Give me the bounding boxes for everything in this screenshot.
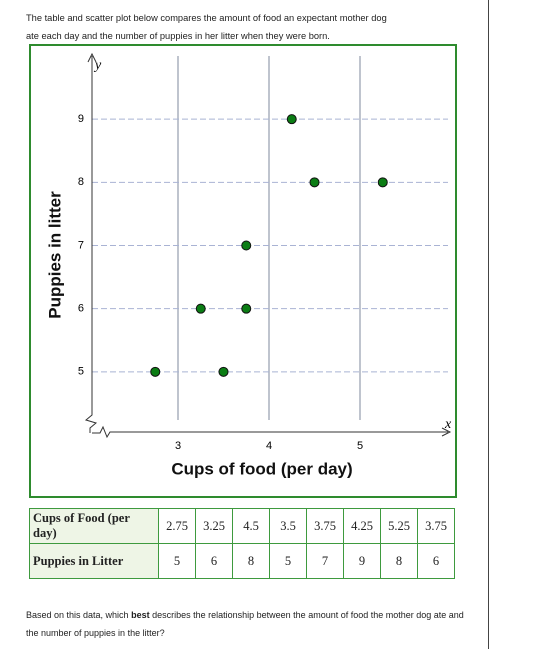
table-cell: 9	[343, 543, 381, 579]
question-text: describes the relationship between the a…	[26, 610, 464, 638]
point	[377, 177, 388, 188]
table-cell: 4.5	[232, 508, 270, 544]
table-cell: 5	[158, 543, 196, 579]
question-text: Based on this data, which	[26, 610, 132, 620]
x-tick-label: 5	[357, 440, 363, 452]
intro: The table and scatter plot below compare…	[26, 9, 387, 45]
table-cell: 4.25	[343, 508, 381, 544]
point	[218, 366, 229, 377]
data-table: Cups of Food (per day) 2.75 3.25 4.5 3.5 3.75…	[29, 508, 455, 579]
y-tick-label: 6	[78, 303, 84, 315]
table-cell: 2.75	[158, 508, 196, 544]
y-arrow	[87, 52, 97, 63]
x-axis-title: Cups of food (per day)	[171, 459, 352, 478]
table-cell: 3.5	[269, 508, 307, 544]
y-tick-label: 5	[78, 366, 84, 378]
point	[309, 177, 320, 188]
point	[241, 303, 252, 314]
table-cell: 5.25	[380, 508, 418, 544]
table-cell: 8	[380, 543, 418, 579]
chart: Cups of food (per day) Puppies in litter…	[29, 44, 457, 498]
table-row: Cups of Food (per day) 2.75 3.25 4.5 3.5 3.75…	[29, 508, 455, 544]
point	[241, 240, 252, 251]
y-tick-label: 9	[78, 113, 84, 125]
table-cell: 6	[195, 543, 233, 579]
table-cell: 3.75	[417, 508, 455, 544]
table-cell: 7	[306, 543, 344, 579]
point	[195, 303, 206, 314]
table-cell: 8	[232, 543, 270, 579]
chart-frame	[29, 44, 457, 498]
point	[286, 114, 297, 125]
table-cell: 3.75	[306, 508, 344, 544]
x-tick-label: 3	[175, 440, 181, 452]
x-arrow	[441, 427, 452, 437]
x-axis	[92, 425, 448, 439]
table-cell: 3.25	[195, 508, 233, 544]
x-tick-label: 4	[266, 440, 272, 452]
page-border	[488, 0, 489, 649]
table-cell: 6	[417, 543, 455, 579]
y-tick-label: 7	[78, 239, 84, 251]
table-cell: 5	[269, 543, 307, 579]
x-symbol: x	[444, 417, 452, 432]
point	[150, 366, 161, 377]
table-row: Puppies in Litter 5 6 8 5 7 9 8 6	[29, 543, 455, 579]
y-axis	[84, 56, 98, 433]
row-header: Cups of Food (per day)	[29, 508, 159, 544]
y-axis-title: Puppies in litter	[45, 191, 64, 319]
y-tick-label: 8	[78, 176, 84, 188]
y-symbol: y	[93, 58, 102, 73]
row-header: Puppies in Litter	[29, 543, 159, 579]
question-emphasis: best	[131, 610, 150, 620]
intro-line: The table and scatter plot below compare…	[26, 13, 387, 23]
intro-line: ate each day and the number of puppies i…	[26, 31, 330, 41]
question: Based on this data, which best describes…	[26, 606, 471, 642]
